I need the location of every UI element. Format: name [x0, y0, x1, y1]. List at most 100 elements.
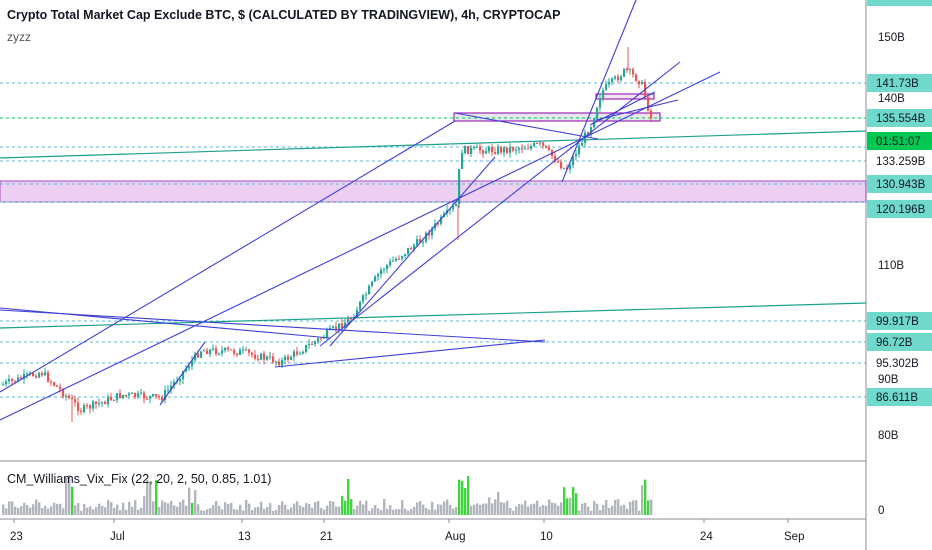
candle-body — [518, 148, 521, 150]
candle-body — [143, 392, 146, 399]
vix-bar — [599, 510, 602, 515]
vix-bar — [188, 487, 191, 515]
candle-body — [20, 377, 23, 379]
vix-bar — [344, 500, 347, 515]
candle-body — [482, 150, 485, 154]
price-label: 01:51:07 — [867, 132, 932, 150]
vix-bar — [350, 498, 353, 515]
candle-body — [233, 350, 236, 354]
vix-bar — [395, 509, 398, 515]
vix-bar — [365, 500, 368, 515]
vix-bar — [92, 509, 95, 515]
candle-body — [119, 393, 122, 399]
vix-bar — [620, 505, 623, 515]
vix-bar — [323, 509, 326, 515]
vix-bar — [362, 504, 365, 515]
trendline-blue — [454, 112, 599, 140]
vix-bar — [446, 499, 449, 515]
candle-body — [533, 143, 536, 147]
candle-body — [416, 239, 419, 246]
candle-body — [338, 323, 341, 330]
vix-bar — [455, 507, 458, 515]
candle-body — [500, 147, 503, 153]
vix-bar — [8, 501, 11, 515]
vix-bar — [35, 499, 38, 515]
candle-body — [365, 294, 368, 296]
vix-bar — [23, 502, 26, 515]
candle-body — [152, 394, 155, 397]
time-tick-label: 10 — [540, 531, 553, 543]
candle-body — [470, 147, 473, 154]
vix-bar — [170, 500, 173, 515]
vix-bar — [311, 507, 314, 515]
vix-bar — [260, 501, 263, 515]
candle-body — [422, 241, 425, 243]
candle-body — [191, 360, 194, 367]
vix-bar — [176, 506, 179, 515]
candle-body — [467, 146, 470, 154]
candle-body — [272, 356, 275, 363]
vix-bar — [203, 510, 206, 515]
candle-body — [263, 353, 266, 360]
candle-body — [332, 326, 335, 329]
vix-bar — [551, 502, 554, 515]
vix-bar — [605, 500, 608, 515]
price-label-bg — [867, 354, 932, 372]
vix-bar — [299, 505, 302, 515]
candle-body — [581, 142, 584, 146]
vix-bar — [623, 504, 626, 515]
vix-bar — [56, 503, 59, 515]
candle-body — [26, 373, 29, 375]
vix-bar — [158, 506, 161, 515]
time-tick-label: Jul — [110, 531, 125, 543]
candle-body — [5, 381, 8, 385]
candle-body — [11, 379, 14, 381]
candle-body — [137, 393, 140, 398]
candle-body — [311, 343, 314, 345]
candle-body — [209, 349, 212, 354]
vix-bar — [53, 502, 56, 515]
candle-body — [155, 394, 158, 397]
vix-bar — [581, 503, 584, 515]
candle-body — [455, 204, 458, 206]
vix-bar — [569, 497, 572, 515]
candle-body — [437, 223, 440, 225]
price-label-text: 120.196B — [876, 204, 926, 216]
vix-bar — [611, 505, 614, 515]
vix-bar — [386, 508, 389, 515]
candle-body — [650, 110, 653, 119]
candle-body — [377, 274, 380, 277]
vix-bar — [284, 504, 287, 515]
vix-bar — [236, 509, 239, 515]
candle-body — [548, 147, 551, 150]
trendline-blue — [589, 91, 656, 126]
vix-bar — [449, 504, 452, 515]
vix-bar — [122, 502, 125, 515]
vix-bar — [650, 499, 653, 515]
candle-body — [236, 353, 239, 356]
vix-bar — [221, 509, 224, 515]
vix-bar — [173, 505, 176, 515]
vix-bar — [476, 503, 479, 515]
price-tick-label: 90B — [878, 374, 899, 386]
candle-body — [629, 69, 632, 71]
vix-bar — [398, 509, 401, 515]
candle-body — [146, 398, 149, 400]
chart-author: zyzz — [7, 30, 31, 44]
vix-bar — [2, 504, 5, 515]
trendline-blue — [274, 339, 546, 368]
price-label-bg — [867, 152, 932, 170]
vix-bar — [218, 505, 221, 515]
candle-body — [215, 348, 218, 355]
candle-body — [401, 256, 404, 259]
candle-body — [569, 165, 572, 170]
vix-bar — [68, 475, 71, 515]
candle-body — [68, 395, 71, 399]
vix-bar — [320, 508, 323, 515]
vix-bar — [233, 509, 236, 515]
price-label: 135.554B — [867, 109, 932, 127]
vix-bar — [482, 503, 485, 515]
vix-bar — [137, 509, 140, 515]
